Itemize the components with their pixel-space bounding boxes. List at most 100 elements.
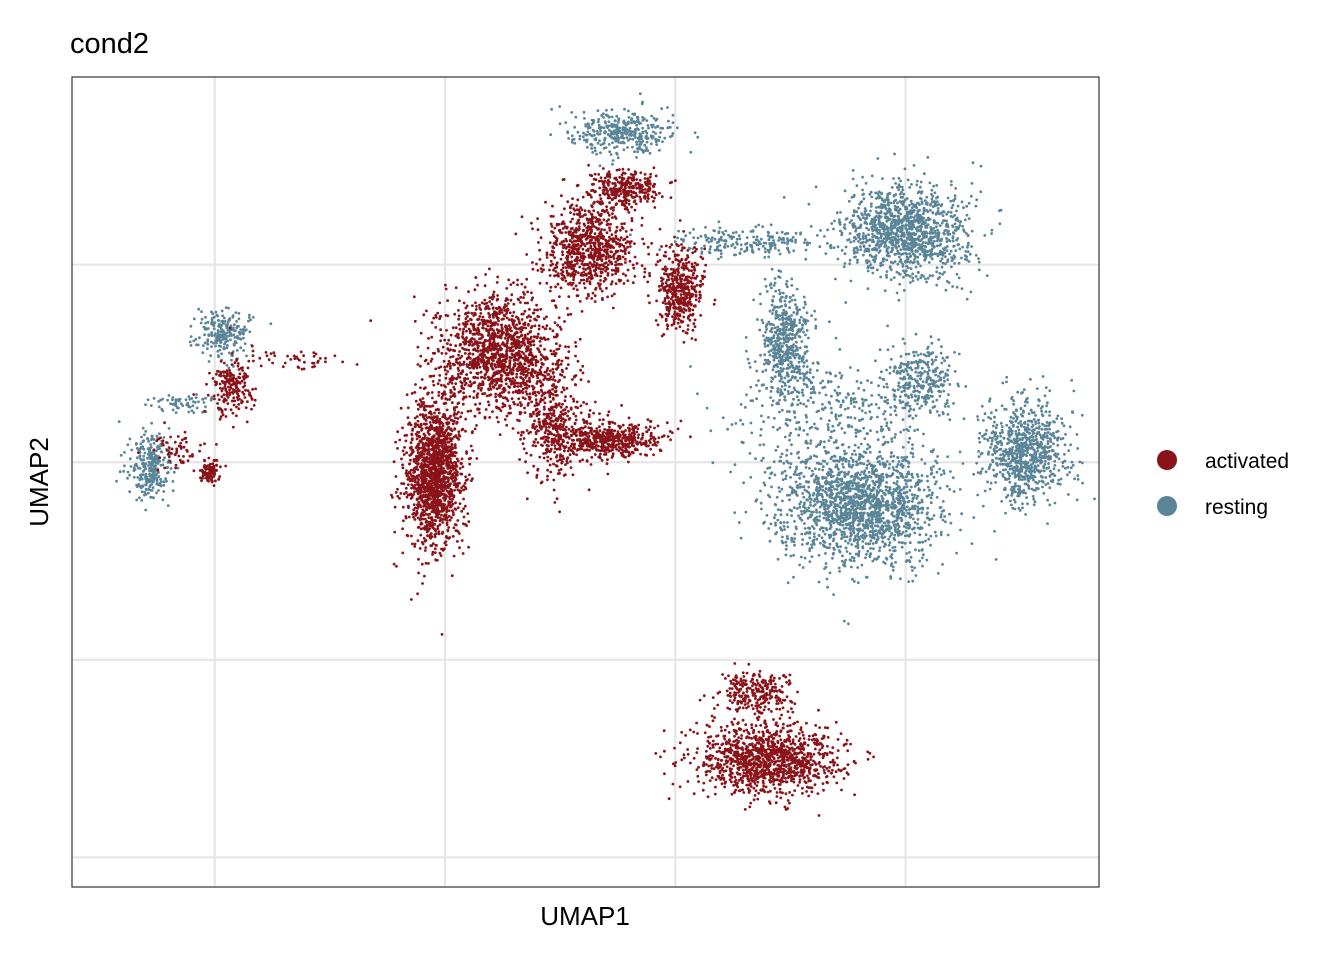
point-resting xyxy=(890,246,894,250)
point-resting xyxy=(778,318,781,321)
point-resting xyxy=(636,136,640,140)
point-resting xyxy=(799,500,803,504)
point-resting xyxy=(582,110,586,114)
point-resting xyxy=(909,234,913,238)
point-resting xyxy=(890,186,894,189)
point-resting xyxy=(931,395,934,398)
point-resting xyxy=(908,274,912,278)
point-resting xyxy=(907,218,910,222)
point-resting xyxy=(906,273,910,277)
point-resting xyxy=(848,537,852,541)
point-resting xyxy=(1037,404,1040,407)
point-resting xyxy=(921,444,925,448)
point-resting xyxy=(935,225,938,229)
point-resting xyxy=(875,489,879,492)
point-resting xyxy=(788,306,791,309)
point-resting xyxy=(805,359,809,363)
point-resting xyxy=(773,281,777,285)
point-resting xyxy=(907,534,911,538)
point-resting xyxy=(1026,444,1030,447)
point-resting xyxy=(857,522,861,526)
point-resting xyxy=(820,536,824,540)
point-resting xyxy=(878,243,881,247)
point-resting xyxy=(617,120,620,124)
point-resting xyxy=(918,203,921,207)
point-resting xyxy=(852,210,856,214)
point-resting xyxy=(1006,470,1010,474)
point-resting xyxy=(798,330,802,333)
point-resting xyxy=(1034,480,1037,484)
point-resting xyxy=(739,247,743,251)
point-resting xyxy=(673,240,677,244)
point-resting xyxy=(786,285,789,289)
point-resting xyxy=(1008,474,1012,478)
point-resting xyxy=(839,545,842,548)
point-resting xyxy=(899,499,902,503)
point-resting xyxy=(897,272,901,275)
point-resting xyxy=(919,229,922,233)
point-resting xyxy=(808,560,812,563)
point-resting xyxy=(867,260,871,263)
point-resting xyxy=(1044,476,1048,479)
point-resting xyxy=(912,232,916,236)
point-resting xyxy=(763,277,767,281)
point-resting xyxy=(786,322,790,326)
point-resting xyxy=(835,479,838,483)
point-resting xyxy=(880,192,883,196)
point-resting xyxy=(1029,446,1033,450)
point-resting xyxy=(886,203,890,206)
point-resting xyxy=(798,482,802,486)
point-resting xyxy=(864,481,868,484)
point-resting xyxy=(870,217,874,221)
point-resting xyxy=(1040,460,1044,464)
point-resting xyxy=(939,533,943,537)
point-resting xyxy=(875,206,878,209)
point-resting xyxy=(889,526,893,529)
series-resting xyxy=(115,92,1096,626)
point-resting xyxy=(819,462,823,466)
point-resting xyxy=(814,324,818,328)
point-resting xyxy=(895,475,899,479)
point-resting xyxy=(637,140,641,143)
point-resting xyxy=(919,526,923,530)
point-resting xyxy=(832,459,835,463)
point-resting xyxy=(622,141,626,145)
point-resting xyxy=(838,478,841,481)
point-resting xyxy=(892,523,896,527)
point-resting xyxy=(842,496,846,500)
point-resting xyxy=(596,129,599,133)
point-resting xyxy=(914,214,917,217)
point-resting xyxy=(936,228,939,232)
point-resting xyxy=(891,568,895,572)
point-resting xyxy=(837,221,841,224)
point-resting xyxy=(785,334,788,337)
point-resting xyxy=(855,506,859,510)
point-resting xyxy=(931,274,935,277)
point-resting xyxy=(914,370,918,374)
point-resting xyxy=(611,141,614,145)
point-resting xyxy=(941,356,945,360)
point-resting xyxy=(868,555,872,559)
point-resting xyxy=(578,137,582,141)
point-resting xyxy=(1048,475,1052,478)
point-resting xyxy=(857,550,861,553)
point-resting xyxy=(892,194,896,198)
point-resting xyxy=(613,129,616,133)
point-resting xyxy=(1036,446,1039,450)
point-resting xyxy=(815,494,819,498)
point-resting xyxy=(1025,474,1029,478)
point-resting xyxy=(952,199,955,202)
point-resting xyxy=(1022,488,1026,492)
point-resting xyxy=(801,538,805,541)
point-resting xyxy=(1035,468,1039,472)
point-resting xyxy=(891,243,894,246)
point-resting xyxy=(631,145,634,149)
point-resting xyxy=(916,216,919,220)
point-resting xyxy=(795,473,799,477)
point-resting xyxy=(878,376,882,380)
point-resting xyxy=(782,337,785,340)
point-resting xyxy=(910,222,913,226)
point-resting xyxy=(1006,494,1010,497)
point-resting xyxy=(908,560,912,564)
point-resting xyxy=(857,206,860,210)
